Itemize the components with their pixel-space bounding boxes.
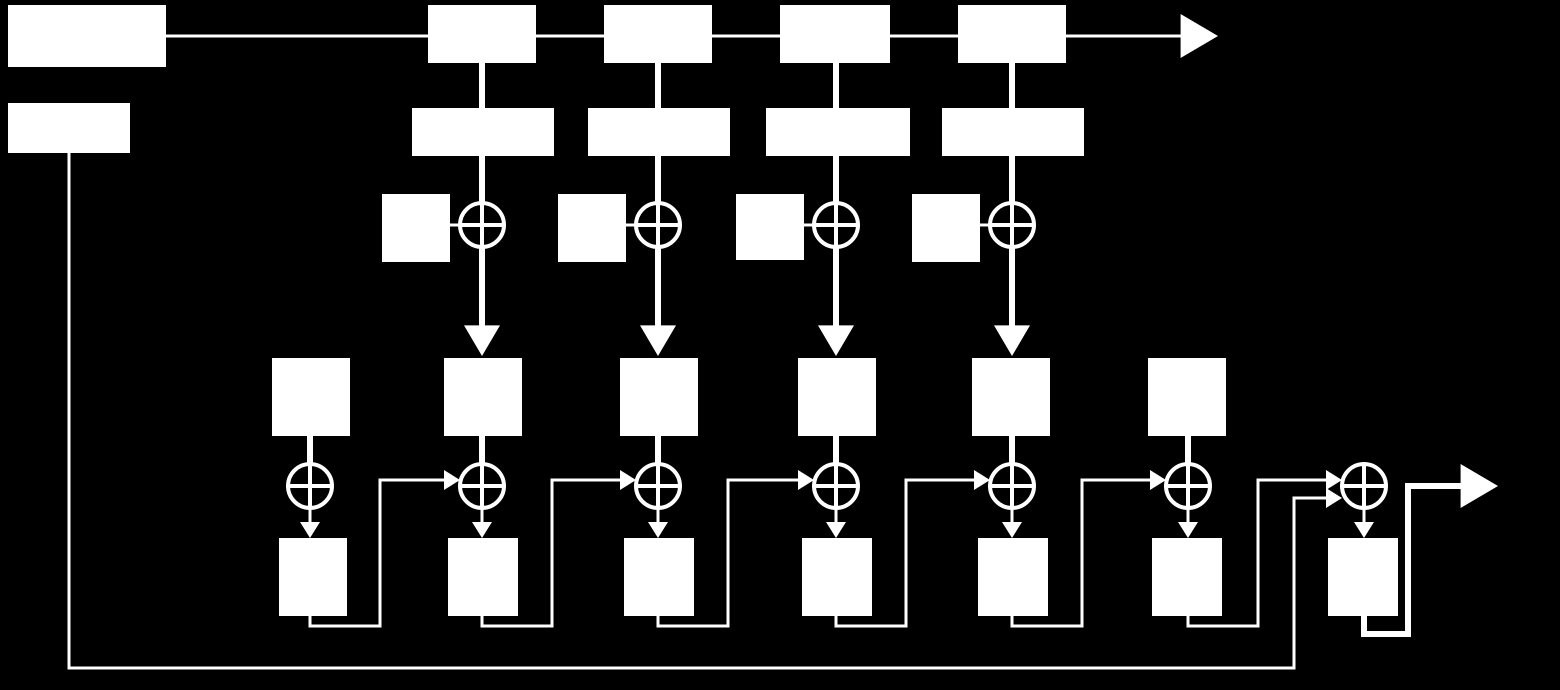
- row3-box-3: [912, 194, 980, 262]
- bottom-box-6: [1328, 538, 1398, 616]
- mid-box-1: [444, 358, 522, 436]
- network-diagram: [0, 0, 1560, 690]
- mid-box-5: [1148, 358, 1226, 436]
- row2-box-0: [412, 108, 554, 156]
- row2-box-2: [766, 108, 910, 156]
- side-box: [8, 103, 130, 153]
- row3-box-2: [736, 194, 804, 260]
- top-box-0: [428, 5, 536, 63]
- top-box-2: [780, 5, 890, 63]
- bottom-box-5: [1152, 538, 1222, 616]
- mid-box-0: [272, 358, 350, 436]
- bottom-box-4: [978, 538, 1048, 616]
- bottom-box-1: [448, 538, 518, 616]
- bottom-box-0: [279, 538, 347, 616]
- row2-box-3: [942, 108, 1084, 156]
- row3-box-1: [558, 194, 626, 262]
- mid-box-2: [620, 358, 698, 436]
- bottom-box-3: [802, 538, 872, 616]
- bottom-box-2: [624, 538, 694, 616]
- mid-box-4: [972, 358, 1050, 436]
- row2-box-1: [588, 108, 730, 156]
- top-box-3: [958, 5, 1066, 63]
- top-box-1: [604, 5, 712, 63]
- input-box: [8, 5, 166, 67]
- mid-box-3: [798, 358, 876, 436]
- row3-box-0: [382, 194, 450, 262]
